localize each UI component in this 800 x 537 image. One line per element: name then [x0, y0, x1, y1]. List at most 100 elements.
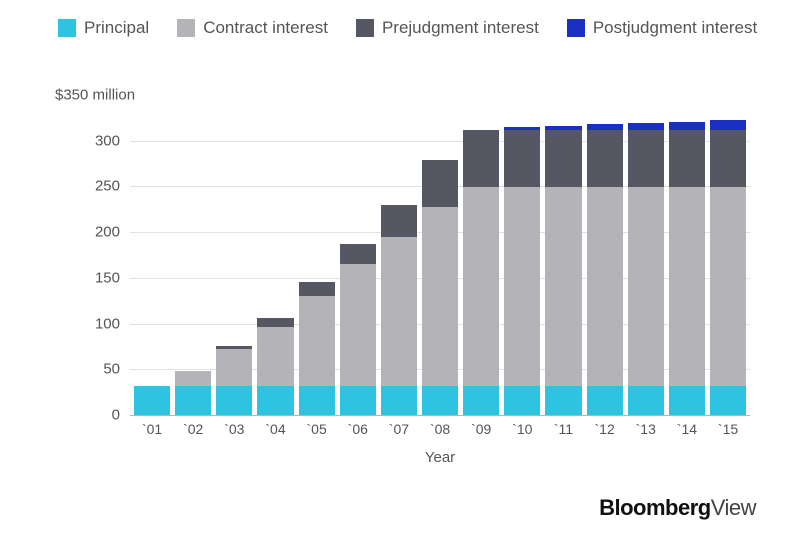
x-tick-label: `07	[381, 421, 417, 437]
bar-segment-prejudgment	[299, 282, 335, 296]
bar-segment-principal	[299, 386, 335, 415]
legend-label-principal: Principal	[84, 18, 149, 38]
x-tick-label: `09	[463, 421, 499, 437]
bar-segment-prejudgment	[587, 130, 623, 188]
bar	[340, 95, 376, 415]
bar	[216, 95, 252, 415]
branding-logo: BloombergView	[599, 495, 756, 521]
y-tick-label: 50	[75, 361, 120, 378]
bar-segment-principal	[134, 386, 170, 415]
chart-plot-area: 050100150200250300 $350 million `01`02`0…	[130, 95, 750, 416]
bar-segment-prejudgment	[340, 244, 376, 264]
bar-segment-principal	[669, 386, 705, 415]
legend-swatch-principal	[58, 19, 76, 37]
bar-segment-prejudgment	[710, 130, 746, 188]
bar-segment-prejudgment	[463, 130, 499, 188]
bar	[463, 95, 499, 415]
bar-segment-postjudgment	[710, 120, 746, 130]
y-tick-label: 150	[75, 269, 120, 286]
bar	[628, 95, 664, 415]
bar-segment-contract	[175, 371, 211, 386]
x-tick-label: `08	[422, 421, 458, 437]
legend-item-postjudgment: Postjudgment interest	[567, 18, 757, 38]
chart-container: Principal Contract interest Prejudgment in…	[0, 0, 800, 537]
x-tick-label: `13	[628, 421, 664, 437]
bar-segment-principal	[545, 386, 581, 415]
y-tick-label: 250	[75, 178, 120, 195]
legend-label-postjudgment: Postjudgment interest	[593, 18, 757, 38]
bar-segment-contract	[504, 187, 540, 385]
bar-segment-contract	[463, 187, 499, 385]
bar-segment-principal	[340, 386, 376, 415]
x-axis-title: Year	[130, 449, 750, 466]
bar-segment-principal	[216, 386, 252, 415]
bar-segment-prejudgment	[422, 160, 458, 208]
bar	[710, 95, 746, 415]
legend-item-prejudgment: Prejudgment interest	[356, 18, 539, 38]
bar	[175, 95, 211, 415]
x-tick-label: `01	[134, 421, 170, 437]
bar-segment-principal	[504, 386, 540, 415]
bar-segment-contract	[628, 187, 664, 385]
bar-segment-contract	[710, 187, 746, 385]
x-tick-label: `06	[340, 421, 376, 437]
bar-segment-contract	[340, 264, 376, 386]
branding-bold: Bloomberg	[599, 495, 711, 520]
bar-segment-principal	[422, 386, 458, 415]
bar-segment-contract	[257, 327, 293, 386]
x-axis-labels: `01 `02 `03 `04 `05 `06 `07 `08 `09 `10 `11 `12 `13 `…	[130, 415, 750, 437]
bar-segment-contract	[381, 237, 417, 386]
x-tick-label: `12	[587, 421, 623, 437]
bar-segment-principal	[587, 386, 623, 415]
bar-segment-principal	[710, 386, 746, 415]
branding-light: View	[711, 495, 756, 520]
bar-segment-contract	[669, 187, 705, 385]
bar-segment-prejudgment	[628, 130, 664, 188]
bar-segment-contract	[545, 187, 581, 385]
bar-segment-prejudgment	[257, 318, 293, 327]
x-tick-label: `11	[545, 421, 581, 437]
y-tick-label: 300	[75, 132, 120, 149]
legend-item-contract: Contract interest	[177, 18, 328, 38]
legend: Principal Contract interest Prejudgment in…	[58, 18, 760, 38]
bar	[545, 95, 581, 415]
y-tick-label: 100	[75, 315, 120, 332]
bar-segment-prejudgment	[381, 205, 417, 237]
bar	[299, 95, 335, 415]
bar-segment-prejudgment	[669, 130, 705, 188]
legend-swatch-postjudgment	[567, 19, 585, 37]
bar-segment-principal	[257, 386, 293, 415]
bar	[422, 95, 458, 415]
bar	[587, 95, 623, 415]
bar-segment-contract	[587, 187, 623, 385]
x-tick-label: `10	[504, 421, 540, 437]
x-tick-label: `15	[710, 421, 746, 437]
bar	[669, 95, 705, 415]
bar-segment-contract	[216, 349, 252, 386]
y-axis-top-label: $350 million	[55, 87, 135, 104]
bar-segment-contract	[422, 207, 458, 385]
bar-segment-postjudgment	[669, 122, 705, 130]
y-tick-label: 200	[75, 224, 120, 241]
legend-swatch-contract	[177, 19, 195, 37]
bar-segment-prejudgment	[545, 130, 581, 188]
x-tick-label: `04	[257, 421, 293, 437]
y-tick-label: 0	[75, 407, 120, 424]
legend-item-principal: Principal	[58, 18, 149, 38]
bars-group	[130, 95, 750, 415]
bar-segment-prejudgment	[504, 130, 540, 188]
bar-segment-principal	[381, 386, 417, 415]
x-tick-label: `05	[299, 421, 335, 437]
bar	[257, 95, 293, 415]
x-tick-label: `03	[216, 421, 252, 437]
legend-swatch-prejudgment	[356, 19, 374, 37]
bar-segment-principal	[463, 386, 499, 415]
x-tick-label: `02	[175, 421, 211, 437]
bar	[381, 95, 417, 415]
x-tick-label: `14	[669, 421, 705, 437]
bar-segment-principal	[175, 386, 211, 415]
bar-segment-principal	[628, 386, 664, 415]
legend-label-contract: Contract interest	[203, 18, 328, 38]
legend-label-prejudgment: Prejudgment interest	[382, 18, 539, 38]
bar	[134, 95, 170, 415]
